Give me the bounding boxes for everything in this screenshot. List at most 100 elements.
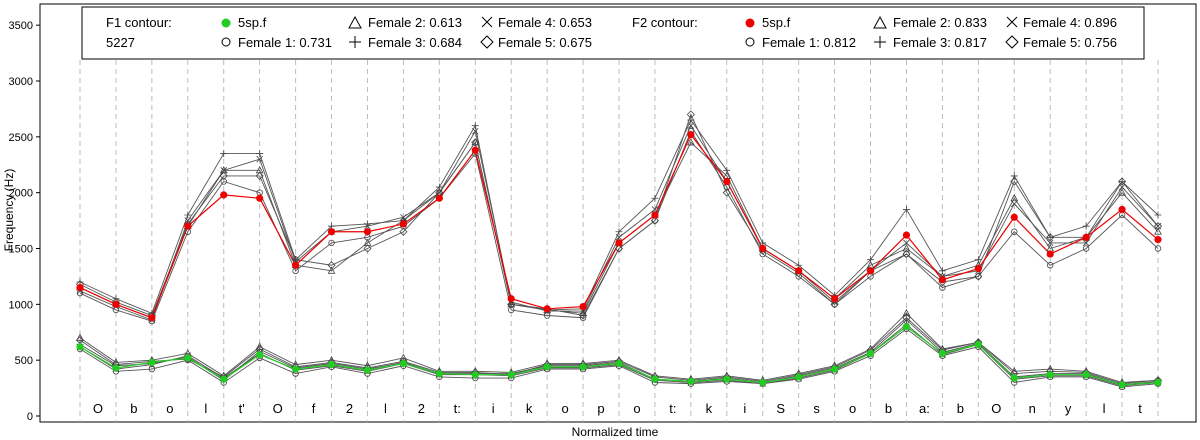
data-point	[686, 110, 695, 119]
f1-average-point	[184, 354, 192, 362]
segment-label: l	[384, 401, 387, 416]
f1-average-point	[507, 371, 515, 379]
data-point	[1010, 193, 1019, 202]
data-point	[1046, 233, 1055, 242]
f2-average-point	[76, 283, 84, 292]
data-point	[974, 256, 982, 264]
f2-average-point	[1154, 235, 1162, 244]
f1-average-point	[327, 361, 336, 369]
segment-label: y	[1065, 401, 1072, 416]
legend-f2-female2-label: Female 2: 0.833	[893, 15, 987, 30]
data-point	[220, 167, 228, 174]
y-tick-label: 500	[15, 355, 33, 367]
legend-f1-avg-label: 5sp.f	[238, 15, 267, 30]
data-point	[220, 178, 227, 185]
data-point	[902, 250, 911, 259]
segment-label: k	[526, 401, 533, 416]
f1-average-point	[399, 359, 407, 368]
y-axis-ticks: 0 500 1000 1500 2000 2500 3000 3500	[9, 20, 40, 423]
y-tick-label: 1500	[9, 244, 33, 256]
data-point	[1046, 239, 1054, 247]
f1-average-point	[363, 366, 372, 374]
data-point	[867, 256, 875, 264]
f1-average-point	[1082, 371, 1090, 379]
f2-average-point	[1082, 233, 1090, 241]
data-point	[902, 316, 910, 324]
f2-average-point	[363, 228, 372, 236]
data-point	[830, 300, 839, 309]
data-point	[1046, 233, 1054, 241]
f2-average-point	[543, 305, 551, 313]
data-point	[687, 138, 695, 146]
legend-f1-female2-label: Female 2: 0.613	[368, 15, 462, 30]
data-point	[327, 266, 336, 274]
f2-average-point	[902, 231, 911, 239]
segment-label: O	[93, 401, 103, 416]
f2-average-point	[795, 267, 803, 275]
data-point	[902, 205, 910, 213]
segment-label: n	[1029, 401, 1036, 416]
segment-label: S	[776, 401, 785, 416]
data-point	[1118, 177, 1127, 186]
segment-label: f	[312, 401, 316, 416]
f1-average-point	[112, 364, 120, 372]
f1-average-point	[220, 375, 228, 383]
f1-average-point	[759, 378, 767, 387]
data-point	[256, 150, 264, 158]
data-point	[1153, 222, 1163, 231]
f1-average-point	[866, 349, 875, 358]
data-point	[471, 138, 480, 147]
y-tick-label: 2500	[9, 132, 33, 144]
legend-f1-female5-label: Female 5: 0.675	[498, 35, 592, 50]
f1-average-point	[831, 365, 839, 373]
legend-f2-female3-marker	[874, 36, 886, 48]
f2-average-point	[687, 131, 695, 139]
legend-f2-title: F2 contour:	[632, 15, 698, 30]
f1-average-point	[723, 375, 731, 383]
f1-average-point	[543, 363, 551, 371]
f2-average-point	[579, 302, 587, 311]
segment-label: i	[492, 401, 495, 416]
legend-f1-female1-marker	[221, 37, 231, 47]
f2-average-point	[723, 177, 731, 186]
data-point	[615, 228, 623, 236]
f1-average-point	[651, 375, 659, 383]
legend-f2-female2-marker	[873, 15, 887, 29]
data-point	[651, 194, 659, 202]
data-point	[1011, 228, 1018, 235]
f1-average-point	[615, 359, 623, 368]
data-point	[974, 272, 983, 281]
f1-average-point	[1046, 371, 1054, 379]
legend-f2-female4-marker	[1006, 16, 1018, 28]
data-point	[1010, 177, 1019, 186]
f1-average-point	[579, 363, 587, 371]
data-point	[363, 244, 372, 253]
data-point	[256, 155, 263, 163]
f1-average-point	[292, 365, 300, 373]
legend-f1-female1-label: Female 1: 0.731	[238, 35, 332, 50]
data-point	[471, 138, 480, 146]
data-point	[399, 227, 408, 236]
segment-label: o	[633, 401, 640, 416]
f2-average-point	[256, 194, 264, 202]
legend-f2-avg-label: 5sp.f	[762, 15, 791, 30]
y-axis-title: Frequency (Hz)	[2, 169, 16, 252]
data-point	[1082, 239, 1090, 247]
data-point	[650, 216, 659, 225]
f1-average-point	[471, 371, 479, 379]
legend-f2-female5-label: Female 5: 0.756	[1023, 35, 1117, 50]
x-axis-title: Normalized time	[572, 425, 659, 439]
data-point	[903, 239, 910, 247]
segment-label: 2	[346, 401, 353, 416]
legend-f1-female4-marker	[481, 16, 493, 28]
data-point	[328, 239, 335, 247]
y-tick-label: 0	[27, 411, 33, 423]
f1-average-point	[76, 343, 84, 351]
f1-average-point	[938, 349, 947, 358]
f2-average-point	[831, 295, 839, 303]
f2-average-point	[759, 244, 767, 253]
segment-label: b	[130, 401, 137, 416]
legend-f2-female1-label: Female 1: 0.812	[762, 35, 856, 50]
data-point	[184, 211, 192, 219]
